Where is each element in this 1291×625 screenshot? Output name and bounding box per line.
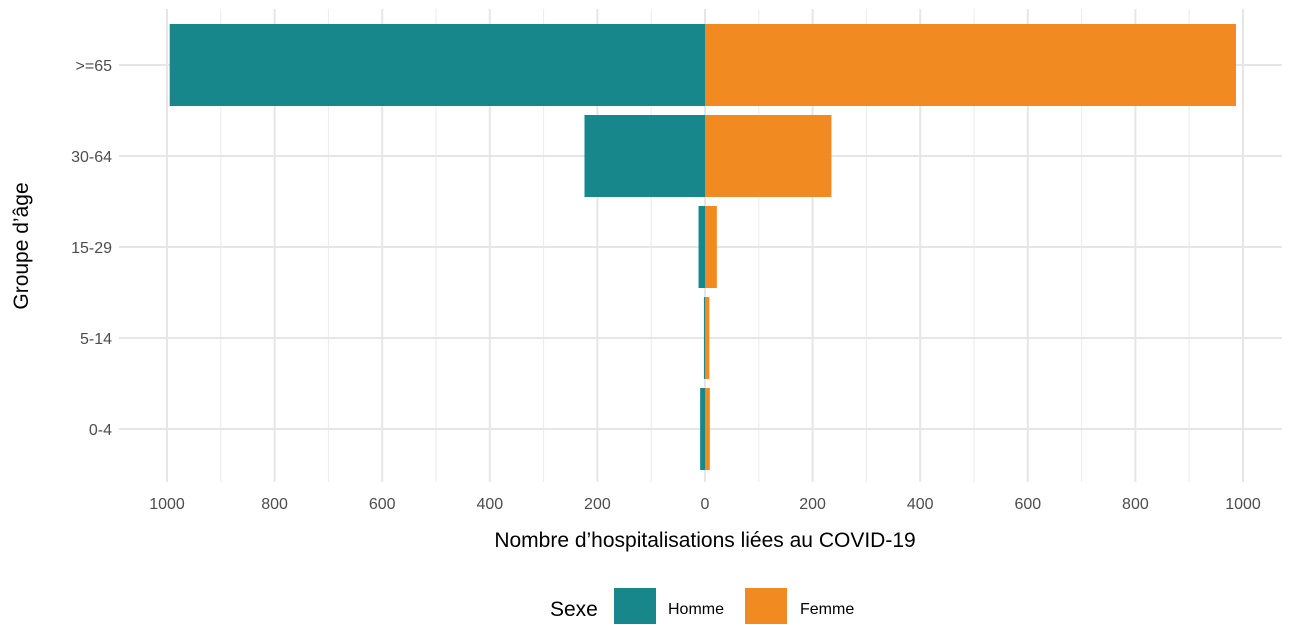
x-tick-label: 800 <box>261 496 288 513</box>
x-tick-label: 800 <box>1122 496 1149 513</box>
x-tick-label: 1000 <box>149 496 185 513</box>
x-tick-label: 600 <box>369 496 396 513</box>
y-tick-label: >=65 <box>76 58 113 75</box>
bar-homme-0-4 <box>700 388 705 470</box>
y-tick-label: 0-4 <box>89 422 112 439</box>
legend: Sexe Homme Femme <box>550 588 854 624</box>
bar-femme-30-64 <box>705 115 832 197</box>
bar-homme-5-14 <box>703 297 705 379</box>
bar-femme->=65 <box>705 24 1237 106</box>
x-tick-label: 600 <box>1014 496 1041 513</box>
legend-swatch-femme <box>745 588 787 624</box>
bar-homme-15-29 <box>698 206 705 288</box>
x-tick-label: 400 <box>476 496 503 513</box>
legend-label-homme: Homme <box>668 601 724 618</box>
bar-femme-0-4 <box>705 388 710 470</box>
x-axis-title: Nombre d’hospitalisations liées au COVID… <box>494 529 915 552</box>
bar-homme-30-64 <box>584 115 705 197</box>
y-tick-label: 15-29 <box>71 240 112 257</box>
x-tick-label: 1000 <box>1225 496 1261 513</box>
bar-femme-15-29 <box>705 206 717 288</box>
x-tick-labels: 1000 800 600 400 200 0 200 400 600 800 1000 <box>149 496 1261 513</box>
y-tick-labels: 0-4 5-14 15-29 30-64 >=65 <box>71 58 112 439</box>
bar-homme->=65 <box>169 24 705 106</box>
bars <box>169 24 1237 470</box>
x-tick-label: 200 <box>799 496 826 513</box>
x-tick-label: 0 <box>701 496 710 513</box>
legend-swatch-homme <box>614 588 656 624</box>
legend-title: Sexe <box>550 598 598 621</box>
x-tick-label: 400 <box>907 496 934 513</box>
legend-label-femme: Femme <box>800 601 854 618</box>
y-tick-label: 5-14 <box>80 331 112 348</box>
y-axis-title: Groupe d’âge <box>10 182 33 309</box>
y-tick-label: 30-64 <box>71 149 112 166</box>
bar-femme-5-14 <box>705 297 710 379</box>
x-tick-label: 200 <box>584 496 611 513</box>
